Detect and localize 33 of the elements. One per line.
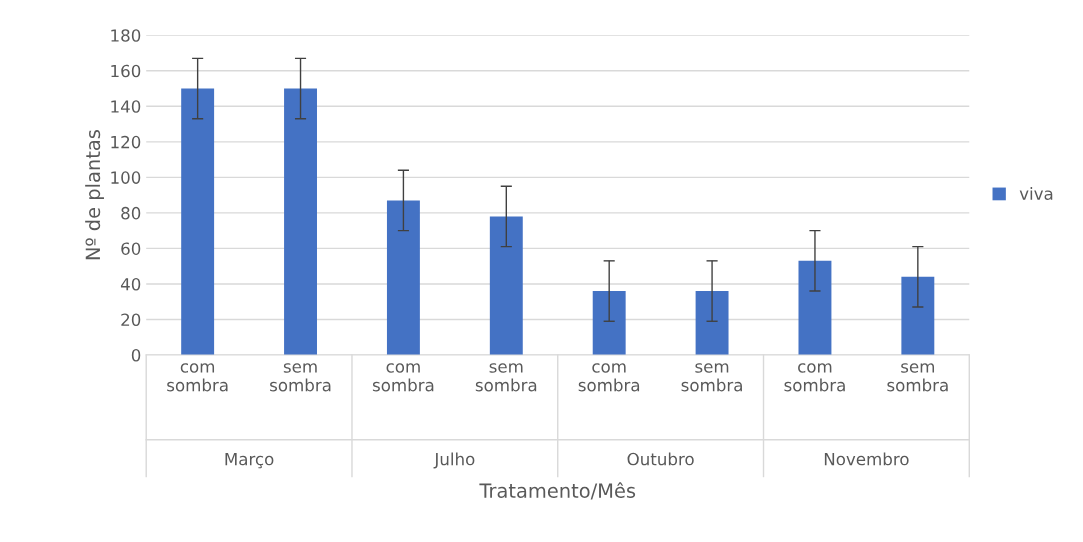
y-tick-label: 100 <box>111 171 141 184</box>
y-tick-label: 80 <box>121 206 141 220</box>
y-tick-label: 0 <box>131 348 141 362</box>
x-tick-label: sem sombra <box>681 363 742 392</box>
text: Novembro <box>824 452 909 466</box>
bar <box>901 276 935 356</box>
y-tick-label: 120 <box>111 135 141 149</box>
y-tick-label: 140 <box>111 100 141 113</box>
x-axis-title: Tratamento/Mês <box>479 482 636 500</box>
text: Março <box>225 452 274 469</box>
bar <box>284 88 317 356</box>
x-tick-label: sem sombra <box>270 363 331 392</box>
y-tick-label: 160 <box>111 64 141 78</box>
y-tick-label: 60 <box>121 242 141 255</box>
y-axis-title: Nº de plantas <box>85 130 104 260</box>
x-tick-label: com sombra <box>167 363 228 392</box>
bar <box>489 216 523 356</box>
text: Outubro <box>627 452 694 466</box>
y-tick-label: 40 <box>120 277 141 291</box>
x-tick-label: com sombra <box>784 363 845 392</box>
y-tick-label: 180 <box>111 29 141 42</box>
bar <box>386 200 420 356</box>
bar <box>695 291 729 356</box>
y-tick-label: 20 <box>121 313 141 327</box>
text: Julho <box>433 452 475 469</box>
x-tick-label: sem sombra <box>887 363 948 392</box>
bar <box>798 260 832 356</box>
bar <box>592 291 626 356</box>
bar <box>181 88 215 356</box>
x-tick-label: com sombra <box>372 363 434 392</box>
legend-label: viva <box>1019 187 1053 200</box>
x-tick-label: com sombra <box>578 363 640 392</box>
x-tick-label: sem sombra <box>475 363 537 392</box>
